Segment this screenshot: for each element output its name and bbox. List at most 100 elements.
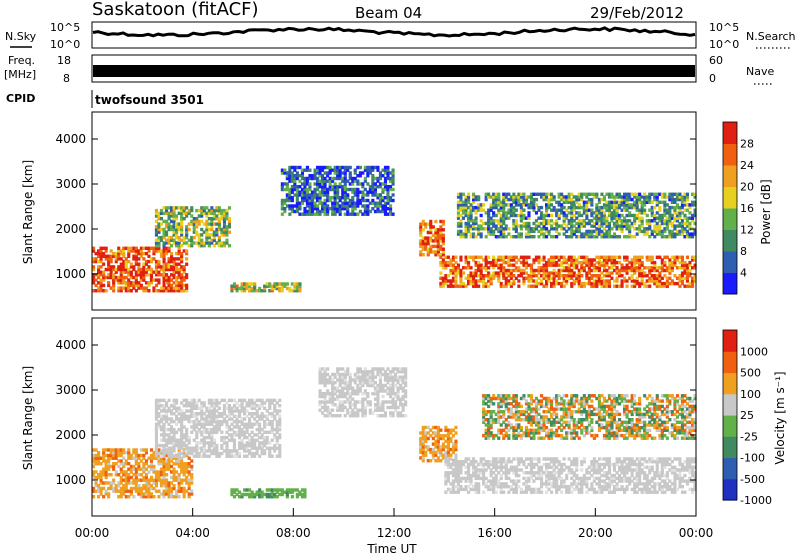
heatmap-cell <box>227 449 232 453</box>
heatmap-cell <box>210 433 214 437</box>
heatmap-cell <box>255 414 259 418</box>
heatmap-cell <box>534 284 539 288</box>
heatmap-cell <box>665 211 669 215</box>
heatmap-cell <box>678 197 682 202</box>
heatmap-cell <box>240 401 244 405</box>
heatmap-cell <box>389 389 393 393</box>
heatmap-cell <box>673 219 677 223</box>
heatmap-cell <box>635 197 639 202</box>
heatmap-cell <box>316 179 320 183</box>
heatmap-cell <box>678 195 682 199</box>
heatmap-cell <box>144 475 149 480</box>
heatmap-cell <box>590 208 594 212</box>
heatmap-cell <box>180 217 184 221</box>
heatmap-cell <box>172 433 176 437</box>
heatmap-cell <box>190 492 194 496</box>
heatmap-cell <box>376 386 380 390</box>
heatmap-cell <box>149 462 154 466</box>
heatmap-cell <box>180 257 184 261</box>
heatmap-cell <box>336 171 340 175</box>
heatmap-cell <box>175 281 179 285</box>
heatmap-cell <box>366 204 370 208</box>
heatmap-cell <box>122 275 126 280</box>
heatmap-cell <box>162 219 166 224</box>
heatmap-cell <box>122 478 126 482</box>
heatmap-cell <box>137 456 141 460</box>
heatmap-cell <box>250 412 254 416</box>
heatmap-cell <box>635 227 639 231</box>
heatmap-cell <box>230 398 234 403</box>
heatmap-cell <box>175 495 179 499</box>
heatmap-cell <box>625 235 629 239</box>
heatmap-cell <box>419 447 423 452</box>
heatmap-cell <box>225 441 229 445</box>
heatmap-cell <box>426 239 430 243</box>
heatmap-cell <box>378 403 383 407</box>
heatmap-cell <box>464 235 468 239</box>
heatmap-cell <box>336 367 340 371</box>
heatmap-cell <box>230 417 234 421</box>
heatmap-cell <box>170 251 174 256</box>
heatmap-cell <box>630 205 634 210</box>
heatmap-cell <box>348 378 352 382</box>
heatmap-cell <box>361 405 365 410</box>
heatmap-cell <box>129 475 133 480</box>
heatmap-cell <box>625 221 629 226</box>
heatmap-cell <box>532 260 536 265</box>
heatmap-cell <box>147 481 151 485</box>
heatmap-cell <box>225 211 229 215</box>
heatmap-cell <box>159 404 164 408</box>
heatmap-cell <box>401 378 405 382</box>
heatmap-cell <box>474 268 478 273</box>
heatmap-cell <box>585 213 589 218</box>
heatmap-cell <box>560 197 564 202</box>
heatmap-cell <box>295 193 299 197</box>
heatmap-cell <box>285 176 289 181</box>
heatmap-cell <box>482 208 486 212</box>
heatmap-cell <box>519 260 523 265</box>
heatmap-cell <box>170 259 174 264</box>
heatmap-cell <box>555 219 559 223</box>
heatmap-cell <box>99 475 103 480</box>
heatmap-cell <box>512 235 516 239</box>
heatmap-cell <box>625 266 629 270</box>
heatmap-cell <box>200 404 204 408</box>
heatmap-cell <box>162 422 166 426</box>
heatmap-cell <box>265 438 269 442</box>
heatmap-cell <box>663 229 667 234</box>
heatmap-cell <box>404 383 408 388</box>
heatmap-cell <box>650 211 654 215</box>
heatmap-cell <box>197 419 201 424</box>
heatmap-cell <box>625 271 629 275</box>
heatmap-cell <box>497 195 501 199</box>
heatmap-cell <box>373 405 378 410</box>
heatmap-cell <box>303 176 307 181</box>
heatmap-cell <box>305 198 310 203</box>
heatmap-cell <box>159 267 164 272</box>
heatmap-cell <box>633 216 637 220</box>
heatmap-cell <box>396 397 400 401</box>
heatmap-cell <box>570 211 574 215</box>
heatmap-cell <box>512 255 516 259</box>
heatmap-cell <box>512 219 516 223</box>
heatmap-cell <box>497 263 501 267</box>
heatmap-cell <box>356 411 360 415</box>
heatmap-cell <box>134 453 138 458</box>
heatmap-cell <box>295 207 299 211</box>
heatmap-cell <box>175 443 179 448</box>
heatmap-cell <box>172 438 176 442</box>
heatmap-cell <box>177 438 181 442</box>
heatmap-cell <box>323 187 327 192</box>
heatmap-cell <box>165 249 169 253</box>
heatmap-cell <box>240 419 244 424</box>
heatmap-cell <box>368 400 372 404</box>
heatmap-cell <box>245 284 249 288</box>
heatmap-cell <box>477 274 481 278</box>
heatmap-cell <box>308 185 312 189</box>
heatmap-cell <box>600 224 604 228</box>
heatmap-cell <box>547 197 551 202</box>
heatmap-cell <box>321 187 325 192</box>
heatmap-cell <box>547 203 551 207</box>
heatmap-cell <box>378 196 383 200</box>
heatmap-cell <box>190 446 194 450</box>
